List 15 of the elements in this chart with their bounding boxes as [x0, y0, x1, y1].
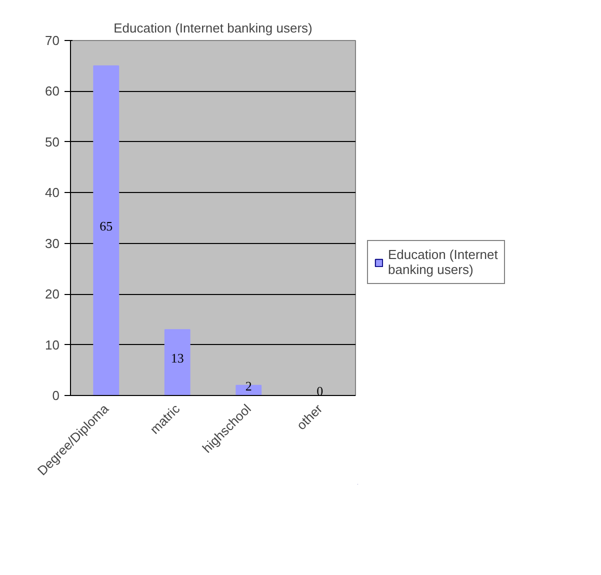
y-tick-label: 50 [45, 134, 60, 150]
y-tick-label: 30 [45, 236, 60, 251]
y-tick-label: 20 [45, 286, 60, 302]
data-label: 65 [100, 218, 113, 234]
bar [93, 65, 120, 396]
y-tick-label: 0 [52, 388, 60, 403]
y-tick-label: 10 [45, 337, 60, 352]
y-tick-label: 60 [45, 84, 60, 99]
data-label: 2 [245, 378, 252, 394]
y-tick-label: 70 [45, 33, 60, 48]
chart-title: Education (Internet banking users) [114, 20, 312, 36]
legend-label: Education (Internet banking users) [388, 247, 498, 277]
y-tick-label: 40 [45, 185, 60, 200]
data-label: 13 [170, 350, 184, 366]
bar [164, 329, 190, 396]
